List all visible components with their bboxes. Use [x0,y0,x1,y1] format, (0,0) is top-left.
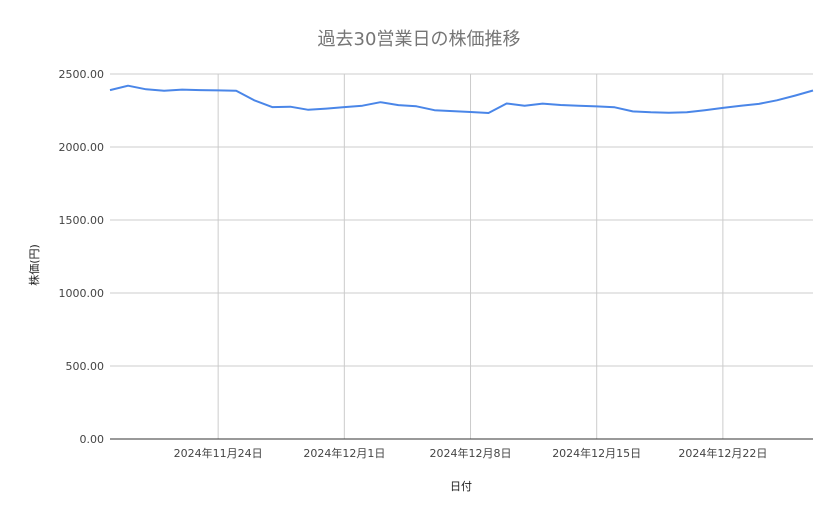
series-line [109,84,814,114]
y-tick-label: 1500.00 [59,214,105,227]
series-layer [109,84,814,114]
chart-title: 過去30営業日の株価推移 [318,29,521,50]
y-tick-label: 1000.00 [59,287,105,300]
x-tick-label: 2024年12月15日 [552,446,641,460]
tick-layer: 0.00 500.00 1000.00 1500.00 2000.00 2500.00 20… [59,68,768,460]
x-tick-label: 2024年12月8日 [430,446,512,460]
grid-layer [110,73,813,440]
y-tick-label: 2500.00 [59,68,105,81]
x-tick-label: 2024年12月22日 [678,446,767,460]
x-axis-label: 日付 [450,480,472,493]
x-tick-label: 2024年11月24日 [174,446,263,460]
y-tick-label: 500.00 [66,360,105,373]
y-tick-label: 2000.00 [59,141,105,154]
x-tick-label: 2024年12月1日 [303,446,385,460]
y-axis-label: 株価(円) [27,244,41,286]
y-tick-label: 0.00 [80,433,105,446]
